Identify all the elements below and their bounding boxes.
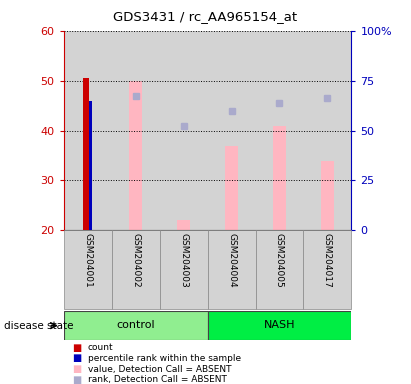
Text: ■: ■ [72,353,81,363]
FancyBboxPatch shape [64,311,208,340]
Text: percentile rank within the sample: percentile rank within the sample [88,354,241,363]
Bar [273,126,286,230]
Text: ■: ■ [72,364,81,374]
Bar [83,78,89,230]
Bar [159,31,208,230]
Text: control: control [116,320,155,331]
Bar [321,161,334,230]
FancyBboxPatch shape [64,230,112,309]
Bar [64,31,112,230]
FancyBboxPatch shape [159,230,208,309]
Text: GSM204002: GSM204002 [131,233,140,287]
Text: GSM204004: GSM204004 [227,233,236,287]
Bar [112,31,159,230]
FancyBboxPatch shape [303,230,351,309]
FancyBboxPatch shape [112,230,159,309]
Bar [303,31,351,230]
Bar [177,220,190,230]
Text: NASH: NASH [264,320,295,331]
Bar [89,101,92,230]
FancyBboxPatch shape [208,311,351,340]
Bar [225,146,238,230]
Text: disease state: disease state [4,321,74,331]
Text: GSM204005: GSM204005 [275,233,284,288]
Text: GSM204001: GSM204001 [83,233,92,288]
Bar [129,81,142,230]
Text: GSM204003: GSM204003 [179,233,188,288]
Bar [208,31,256,230]
Text: rank, Detection Call = ABSENT: rank, Detection Call = ABSENT [88,375,226,384]
Bar [256,31,303,230]
Text: GDS3431 / rc_AA965154_at: GDS3431 / rc_AA965154_at [113,10,298,23]
Text: ■: ■ [72,375,81,384]
Text: ■: ■ [72,343,81,353]
Text: count: count [88,343,113,352]
Text: GSM204017: GSM204017 [323,233,332,288]
FancyBboxPatch shape [256,230,303,309]
Text: value, Detection Call = ABSENT: value, Detection Call = ABSENT [88,364,231,374]
FancyBboxPatch shape [208,230,256,309]
